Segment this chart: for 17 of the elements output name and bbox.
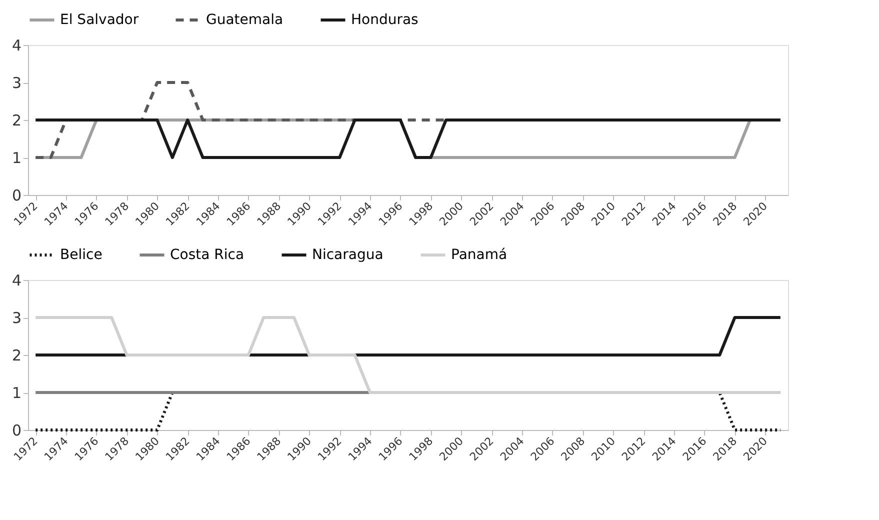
y-tick-label: 3 bbox=[12, 309, 22, 327]
y-tick-label: 1 bbox=[12, 384, 22, 402]
y-tick-label: 1 bbox=[12, 149, 22, 167]
y-tick-label: 0 bbox=[12, 186, 22, 204]
legend-label: El Salvador bbox=[60, 12, 139, 28]
legend-label: Costa Rica bbox=[170, 247, 244, 263]
y-tick-label: 3 bbox=[12, 74, 22, 92]
y-tick-label: 2 bbox=[12, 112, 22, 130]
y-tick-label: 4 bbox=[12, 272, 22, 290]
legend-label: Honduras bbox=[351, 12, 418, 28]
legend-label: Panamá bbox=[451, 247, 508, 263]
legend-label: Nicaragua bbox=[312, 247, 384, 263]
y-tick-label: 4 bbox=[12, 36, 22, 54]
legend-label: Belice bbox=[60, 247, 102, 263]
y-tick-label: 2 bbox=[12, 346, 22, 364]
legend-label: Guatemala bbox=[206, 12, 284, 28]
y-tick-label: 0 bbox=[12, 422, 22, 440]
